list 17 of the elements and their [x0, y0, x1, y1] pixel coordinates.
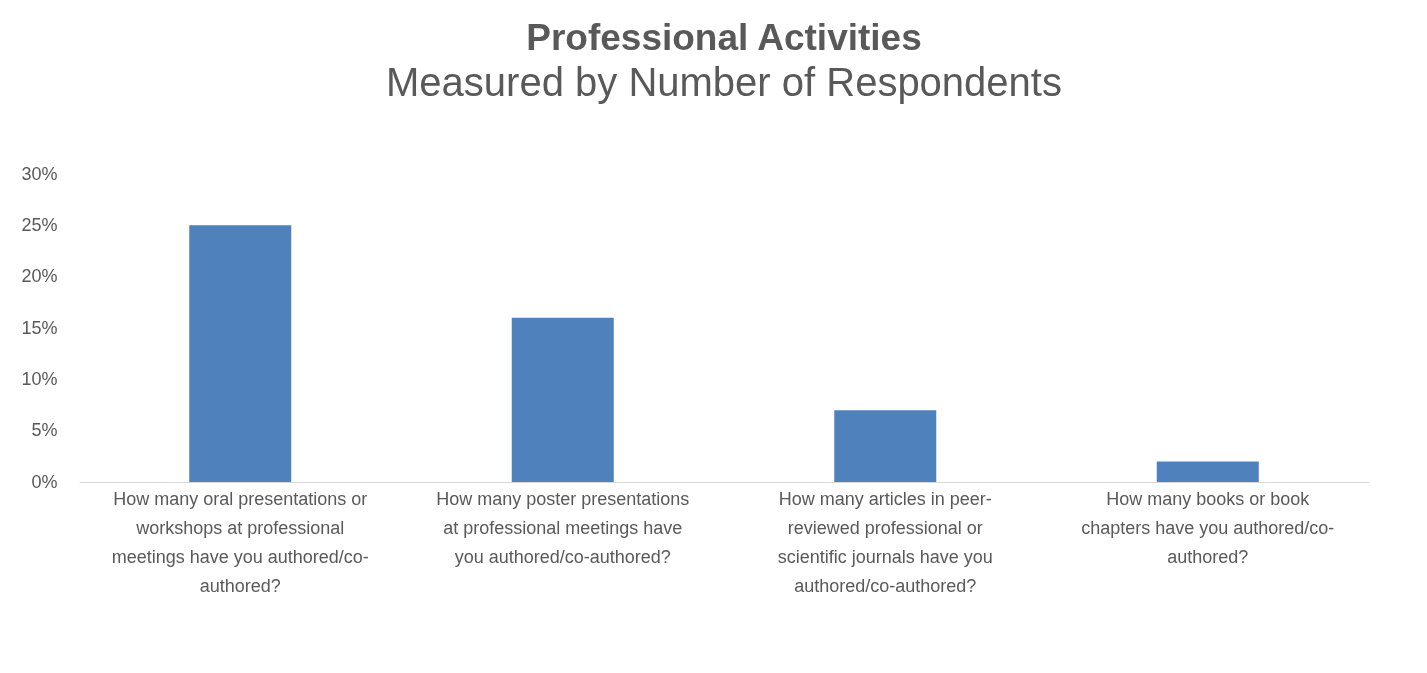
y-tick-label: 30%	[21, 163, 58, 184]
bar	[189, 225, 292, 482]
bar	[834, 410, 937, 482]
bar	[511, 317, 614, 482]
bar	[1156, 461, 1259, 482]
y-tick-label: 20%	[21, 266, 58, 287]
x-tick-label: How many poster presentations at professional meetings have you authored/co-authored?	[436, 488, 690, 567]
y-tick-label: 25%	[21, 214, 58, 235]
x-tick-label: How many books or book chapters have you authored/co-authored?	[1081, 488, 1335, 567]
x-tick-label: How many oral presentations or workshops at professional meetings have you authored/co-authored?	[111, 488, 369, 596]
y-tick-label: 0%	[31, 471, 58, 492]
y-tick-label: 10%	[21, 368, 58, 389]
y-tick-label: 15%	[21, 317, 58, 338]
chart-title: Professional Activities	[526, 17, 922, 58]
y-tick-label: 5%	[31, 420, 58, 441]
chart-subtitle: Measured by Number of Respondents	[386, 60, 1062, 104]
x-tick-label: How many articles in peer-reviewed professional or scientific journals have you authored/co-authored?	[777, 488, 993, 596]
